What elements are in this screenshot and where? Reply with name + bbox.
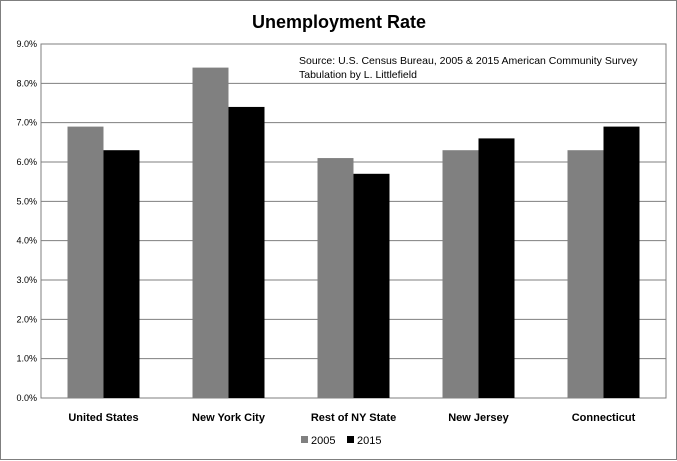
y-tick-label: 3.0% (16, 275, 37, 285)
legend-label-2015: 2015 (357, 435, 381, 447)
y-tick-label: 4.0% (16, 236, 37, 246)
bar-2005-connecticut (567, 150, 604, 398)
y-tick-label: 7.0% (16, 118, 37, 128)
x-category-label: United States (68, 412, 138, 424)
bar-2005-new-jersey (442, 150, 479, 398)
chart-title: Unemployment Rate (252, 12, 426, 32)
y-axis-ticks: 0.0% 1.0% 2.0% 3.0% 4.0% 5.0% 6.0% 7.0% 8.0% 9.0% (16, 39, 37, 403)
legend-label-2005: 2005 (311, 435, 335, 447)
x-category-label: Rest of NY State (311, 412, 396, 424)
annotation-line-1: Source: U.S. Census Bureau, 2005 & 2015 … (299, 55, 638, 67)
y-tick-label: 5.0% (16, 196, 37, 206)
legend-swatch-2005 (301, 436, 308, 443)
bar-2005-united-states (67, 126, 104, 398)
x-category-label: Connecticut (572, 412, 636, 424)
y-tick-label: 0.0% (16, 393, 37, 403)
bar-2015-connecticut (603, 126, 640, 398)
y-tick-label: 2.0% (16, 314, 37, 324)
bar-2015-rest-of-ny-state (353, 173, 390, 398)
source-annotation: Source: U.S. Census Bureau, 2005 & 2015 … (299, 55, 638, 81)
x-axis-labels: United States New York City Rest of NY Sta… (68, 412, 635, 424)
bar-2015-new-jersey (478, 138, 515, 398)
y-tick-label: 6.0% (16, 157, 37, 167)
bar-2005-new-york-city (192, 67, 229, 398)
legend-swatch-2015 (347, 436, 354, 443)
legend: 2005 2015 (301, 435, 381, 447)
x-category-label: New York City (192, 412, 266, 424)
y-tick-label: 1.0% (16, 354, 37, 364)
y-tick-label: 9.0% (16, 39, 37, 49)
bars (67, 67, 640, 398)
bar-2015-united-states (103, 150, 140, 398)
x-category-label: New Jersey (448, 412, 509, 424)
y-tick-label: 8.0% (16, 78, 37, 88)
annotation-line-2: Tabulation by L. Littlefield (299, 69, 417, 81)
bar-2015-new-york-city (228, 106, 265, 398)
bar-2005-rest-of-ny-state (317, 158, 354, 398)
